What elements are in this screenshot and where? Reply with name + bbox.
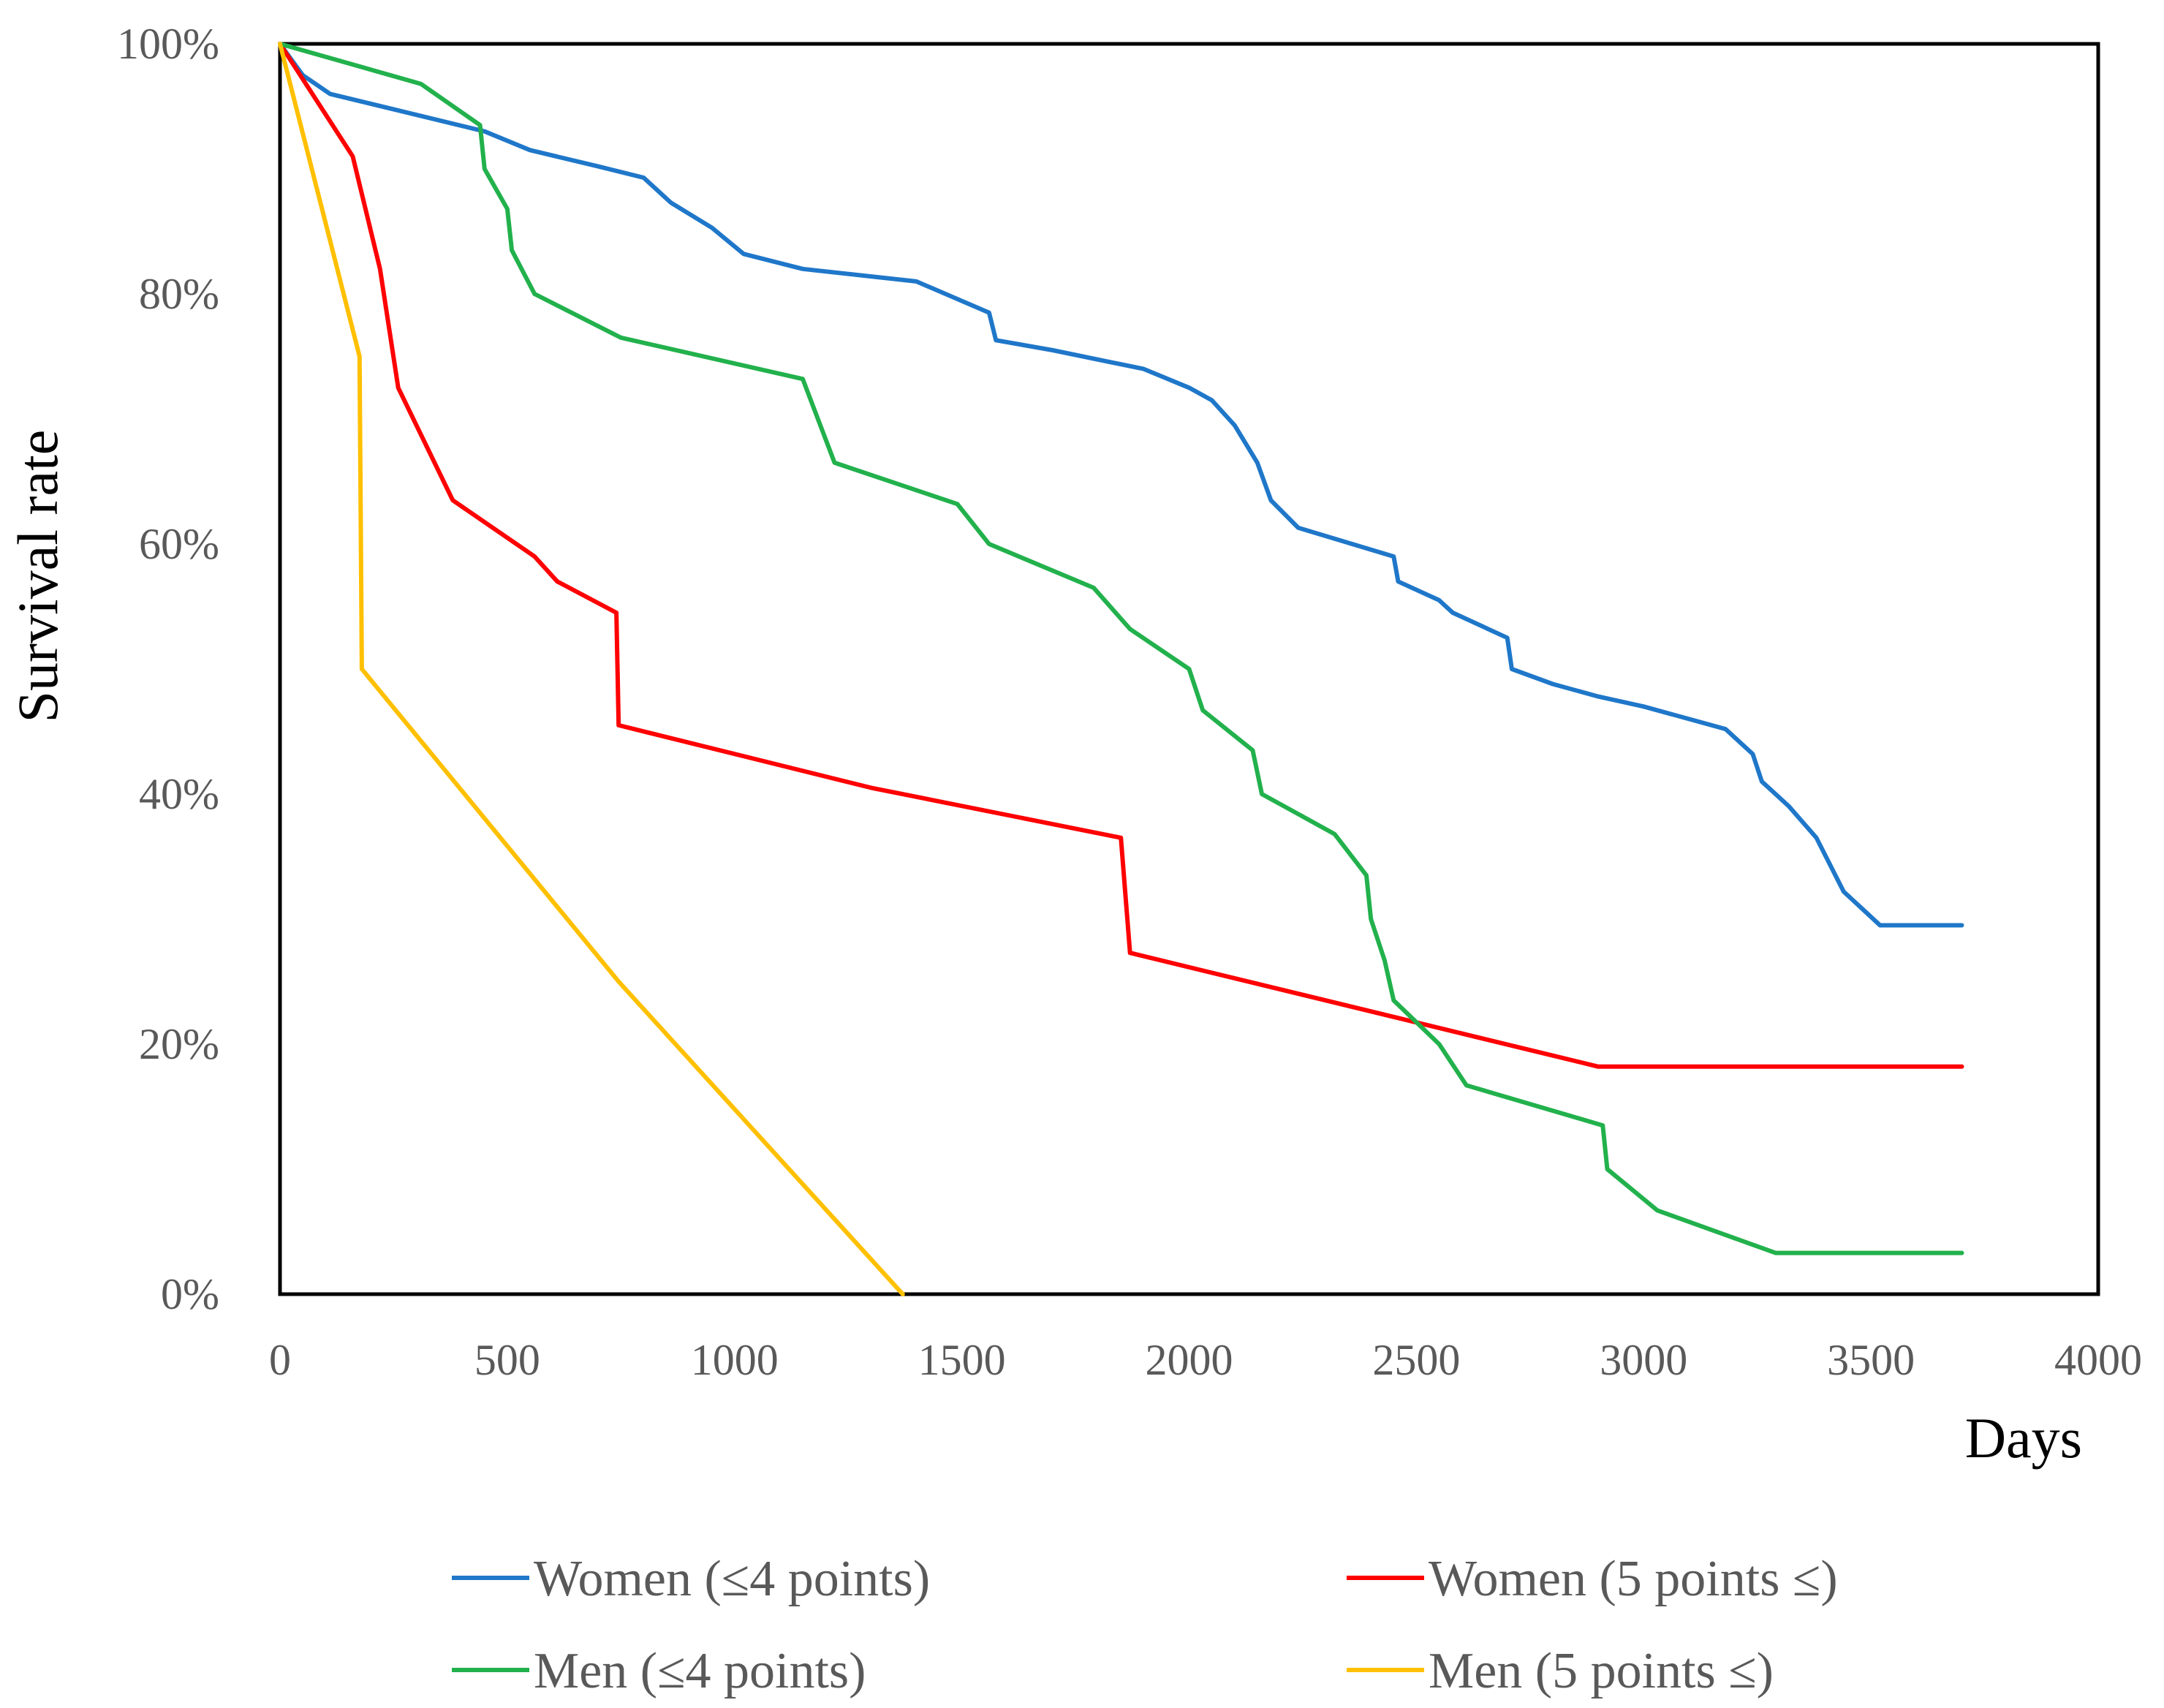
- x-tick-label: 0: [269, 1336, 291, 1384]
- y-tick-label: 0%: [161, 1270, 219, 1318]
- plot-frame: [278, 42, 2100, 1296]
- legend-label: Men (≤4 points): [534, 1643, 866, 1699]
- legend: Women (≤4 points) Women (5 points ≤) Men (…: [452, 1551, 1838, 1699]
- y-tick-label: 60%: [139, 520, 219, 568]
- x-tick-label: 3000: [1600, 1336, 1687, 1384]
- y-axis-title: Survival rate: [6, 430, 69, 723]
- x-axis-title: Days: [1965, 1406, 2082, 1470]
- x-tick-label: 4000: [2054, 1336, 2142, 1384]
- legend-label: Women (≤4 points): [534, 1551, 930, 1607]
- y-tick-label: 20%: [139, 1020, 219, 1068]
- x-tick-label: 3500: [1827, 1336, 1915, 1384]
- x-axis-ticks: 0 500 1000 1500 2000 2500 3000 3500 4000: [269, 1336, 2142, 1384]
- series-lines: [278, 42, 1964, 1296]
- series-line-3: [278, 42, 1964, 1255]
- legend-label: Men (5 points ≤): [1429, 1643, 1774, 1699]
- x-tick-label: 500: [474, 1336, 540, 1384]
- x-tick-label: 1000: [691, 1336, 779, 1384]
- legend-label: Women (5 points ≤): [1429, 1551, 1838, 1607]
- y-axis-ticks: 0% 20% 40% 60% 80% 100%: [117, 20, 219, 1318]
- x-tick-label: 2000: [1146, 1336, 1233, 1384]
- x-tick-label: 1500: [918, 1336, 1006, 1384]
- series-line-1: [278, 42, 1964, 928]
- series-line-2: [278, 42, 1964, 1069]
- series-line-4: [278, 42, 905, 1296]
- x-tick-label: 2500: [1372, 1336, 1460, 1384]
- y-tick-label: 80%: [139, 270, 219, 318]
- y-tick-label: 100%: [117, 20, 219, 68]
- y-tick-label: 40%: [139, 770, 219, 818]
